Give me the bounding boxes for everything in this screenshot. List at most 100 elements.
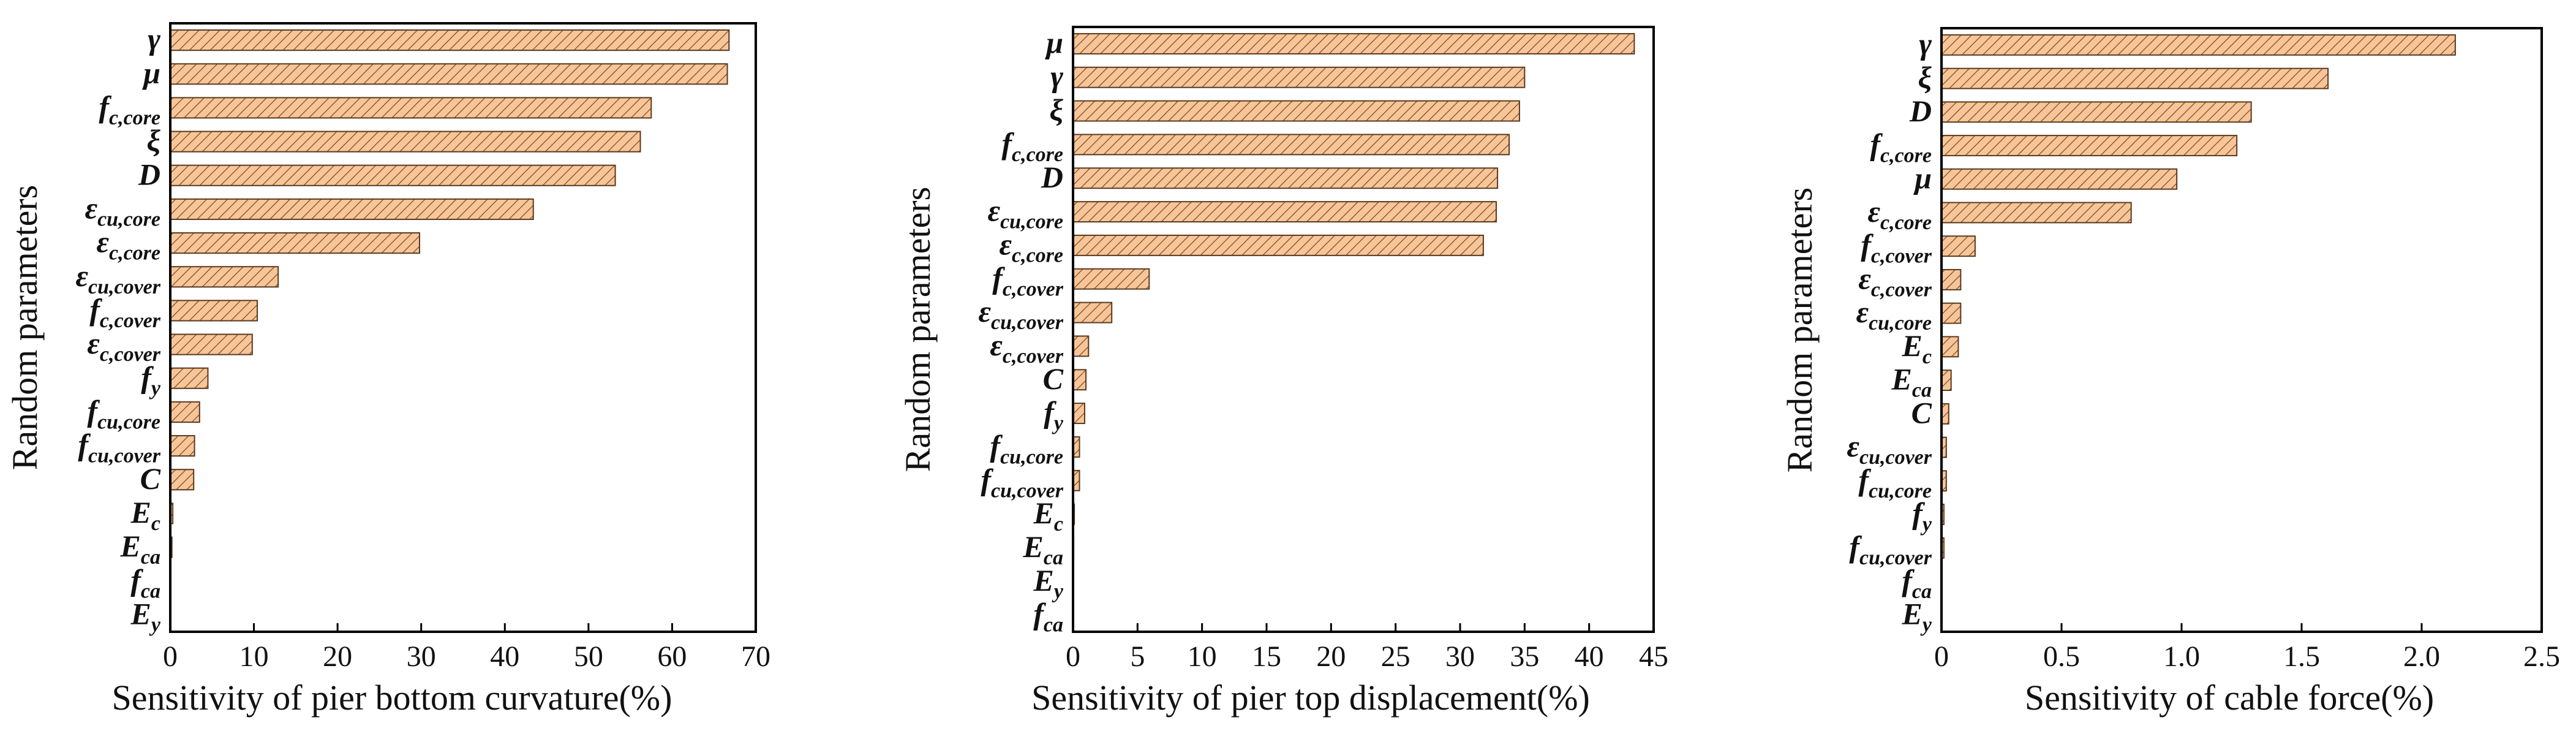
bar-1 [170, 63, 728, 85]
x-tick-label: 30 [407, 640, 436, 673]
x-tick-label: 0 [1066, 640, 1080, 673]
bar-3 [1072, 134, 1510, 156]
bar-9 [1941, 336, 1959, 358]
category-label: D [1041, 160, 1063, 194]
x-tick-label: 25 [1381, 640, 1410, 673]
category-label: fcu,cover [1849, 529, 1932, 569]
bar-2 [1941, 101, 2252, 123]
y-axis-title: Random parameters [898, 187, 938, 472]
x-tick-label: 10 [239, 640, 269, 673]
category-label: εc,core [999, 227, 1063, 267]
category-label: εcu,cover [1847, 429, 1932, 469]
category-label: μ [1044, 25, 1063, 59]
category-label: εc,cover [1858, 261, 1932, 301]
category-label: Ec [130, 495, 160, 535]
category-label: fcu,core [990, 428, 1063, 468]
category-label: Ec [1033, 496, 1063, 536]
x-tick-label: 20 [1316, 640, 1346, 673]
x-tick-label: 50 [574, 640, 603, 673]
category-label: fca [1033, 597, 1063, 637]
category-label: fc,core [99, 89, 160, 129]
bar-5 [1941, 202, 2132, 224]
bar-2 [170, 97, 652, 119]
plot-frame [1940, 27, 2543, 633]
category-label: fc,cover [992, 260, 1064, 300]
category-label: D [138, 157, 160, 191]
category-label: fcu,cover [78, 428, 160, 468]
category-label: Eca [120, 529, 160, 569]
x-tick-label: 40 [1575, 640, 1604, 673]
category-label: fcu,cover [981, 462, 1063, 502]
x-tick-label: 60 [657, 640, 687, 673]
category-label: γ [148, 22, 160, 56]
x-tick-label: 2.0 [2403, 640, 2440, 673]
category-label: C [1911, 395, 1932, 430]
chart-panel-pier-bottom-curvature: 0 10 20 30 40 50 60 70 γμfc,coreξDεcu,coreεc,cor… [5, 22, 770, 718]
category-label: εc,core [1867, 194, 1932, 234]
category-label: Eca [1023, 529, 1063, 569]
bar-11 [170, 401, 200, 423]
category-label: fca [130, 563, 160, 602]
plot-frame [169, 22, 757, 633]
bar-0 [1072, 32, 1635, 55]
category-label: εcu,core [1856, 295, 1932, 335]
category-label: fc,core [1870, 127, 1932, 167]
bar-0 [1941, 34, 2456, 56]
category-label: εcu,core [85, 191, 160, 230]
category-label: C [140, 461, 161, 496]
bar-13 [170, 469, 195, 491]
bar-6 [170, 232, 420, 254]
bar-4 [1072, 167, 1499, 189]
bar-2 [1072, 100, 1520, 122]
plot-frame [1072, 26, 1655, 633]
chart-panel-pier-top-displacement: 0 5 10 15 20 25 30 35 40 45μγξfc,coreDεcu,coreεc,… [898, 25, 1668, 718]
category-label: ξ [1918, 60, 1932, 94]
x-axis-title: Sensitivity of cable force(%) [2025, 678, 2434, 718]
bar-4 [170, 164, 616, 186]
bar-8 [1072, 301, 1113, 324]
y-axis-title: Random parameters [5, 185, 45, 470]
category-label: fc,cover [1861, 228, 1932, 268]
category-label: fc,core [1001, 126, 1063, 166]
x-tick-label: 30 [1445, 640, 1475, 673]
bar-9 [1072, 335, 1090, 357]
category-label: Ey [130, 596, 161, 636]
bar-8 [170, 300, 258, 322]
x-tick-label: 5 [1130, 640, 1145, 673]
bar-0 [170, 29, 730, 51]
bar-3 [170, 131, 641, 153]
x-axis-title: Sensitivity of pier bottom curvature(%) [112, 678, 672, 718]
category-label: γ [1919, 26, 1932, 61]
category-label: ξ [147, 123, 161, 157]
bar-1 [1941, 67, 2329, 89]
category-label: fy [1912, 496, 1932, 536]
category-label: Eca [1891, 362, 1932, 402]
x-tick-label: 1.5 [2283, 640, 2320, 673]
category-label: fy [141, 360, 161, 400]
category-label: εc,cover [990, 328, 1063, 368]
bar-3 [1941, 135, 2238, 156]
x-tick-label: 20 [323, 640, 352, 673]
category-label: Ey [1033, 563, 1064, 603]
category-label: εcu,cover [75, 259, 160, 298]
category-label: εcu,cover [978, 294, 1063, 334]
x-tick-label: 2.5 [2523, 640, 2560, 673]
x-tick-label: 1.0 [2163, 640, 2200, 673]
category-label: μ [1913, 161, 1932, 195]
category-label: εc,cover [87, 326, 160, 366]
x-tick-label: 0 [163, 640, 178, 673]
category-label: γ [1050, 59, 1063, 93]
x-tick-label: 45 [1639, 640, 1668, 673]
bar-12 [170, 435, 195, 457]
category-label: εcu,core [988, 194, 1063, 233]
category-label: D [1909, 94, 1932, 128]
bar-10 [170, 367, 209, 389]
category-label: ξ [1050, 93, 1064, 127]
category-label: fca [1902, 563, 1932, 603]
bar-7 [170, 266, 279, 288]
bar-7 [1941, 269, 1962, 290]
bar-5 [170, 198, 534, 220]
category-label: fcu,core [87, 393, 160, 433]
